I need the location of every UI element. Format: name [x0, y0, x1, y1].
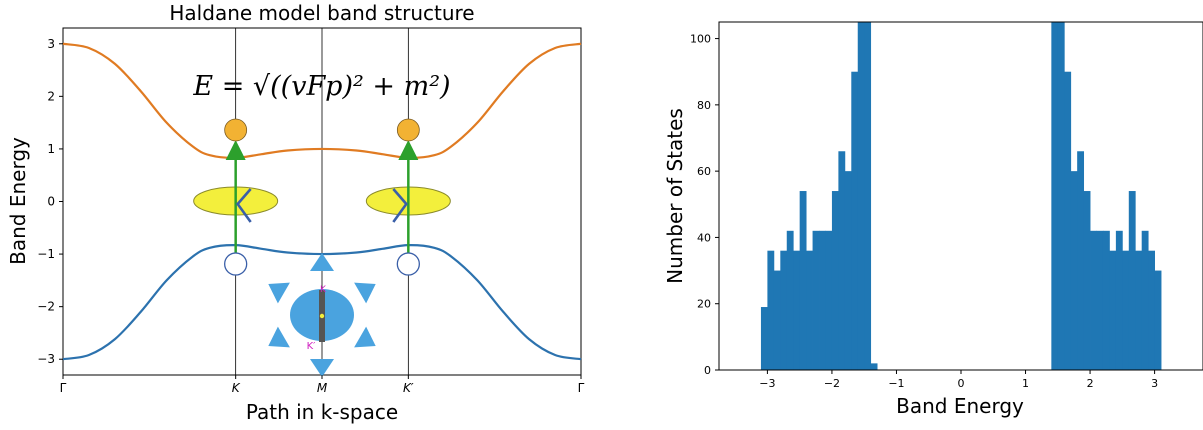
histogram-y-tick-label: 80: [697, 99, 711, 112]
histogram-bar: [1064, 71, 1072, 370]
band-x-tick-label: Γ: [60, 381, 67, 395]
band-y-axis-label: Band Energy: [6, 137, 30, 265]
band-x-tick-label: M: [317, 381, 328, 395]
band-chart-title: Haldane model band structure: [169, 1, 474, 25]
histogram-x-tick-label: −1: [888, 377, 904, 390]
band-y-tick-label: 0: [47, 195, 55, 209]
histogram-bars: [760, 22, 1162, 370]
band-y-tick-label: −2: [37, 300, 55, 314]
histogram-bar: [844, 171, 852, 370]
band-structure-chart: Haldane model band structure K K′ −3 −2 −1 0…: [6, 1, 585, 424]
histogram-bar: [1051, 22, 1059, 370]
histogram-bar: [806, 250, 813, 370]
histogram-bar: [1154, 270, 1162, 370]
band-y-tick-label: 2: [47, 89, 55, 103]
histogram-bar: [1070, 171, 1078, 370]
histogram-y-tick-label: 40: [697, 231, 711, 244]
histogram-bar: [1128, 191, 1136, 370]
histogram-x-tick-label: −2: [824, 377, 840, 390]
band-annotations: K K′: [193, 118, 451, 377]
density-of-states-histogram: 0 20 40 60 80 100 −3 −2 −1 0 1 2 3 Band Energy Numb…: [663, 21, 1203, 418]
histogram-bar: [838, 151, 846, 370]
brillouin-valley-insert: K K′: [268, 253, 376, 377]
star-ray: [268, 326, 290, 348]
band-y-tick-label: −1: [37, 247, 55, 261]
valley-Kprime-annotation: [365, 118, 451, 276]
histogram-bar: [1115, 230, 1123, 370]
valley-label-Kprime: K′: [307, 341, 317, 352]
histogram-x-ticks: −3 −2 −1 0 1 2 3: [759, 370, 1158, 390]
histogram-bar: [1096, 230, 1104, 370]
histogram-x-tick-label: 3: [1151, 377, 1158, 390]
band-y-tick-label: 1: [47, 142, 55, 156]
histogram-bar: [767, 250, 775, 370]
dispersion-formula: E = √((vFp)² + m²): [192, 71, 450, 102]
histogram-bar: [831, 191, 839, 370]
histogram-bar: [1077, 151, 1085, 370]
star-ray: [354, 282, 376, 304]
band-x-tick-label: K: [232, 381, 241, 395]
histogram-x-tick-label: 2: [1087, 377, 1094, 390]
histogram-y-tick-label: 60: [697, 165, 711, 178]
histogram-bar: [812, 230, 820, 370]
filled-conduction-state: [396, 118, 420, 142]
histogram-y-tick-label: 0: [704, 364, 711, 377]
histogram-bar: [1090, 230, 1097, 370]
histogram-bar: [1102, 230, 1110, 370]
dirac-cone-marker: [392, 188, 408, 223]
histogram-bar: [793, 250, 801, 370]
histogram-bar: [786, 230, 794, 370]
filled-conduction-state: [224, 118, 248, 142]
histogram-bar: [1135, 250, 1143, 370]
histogram-bar: [857, 22, 865, 370]
empty-valence-state: [224, 252, 248, 276]
histogram-bar: [864, 22, 872, 370]
histogram-bar: [825, 230, 833, 370]
empty-valence-state: [396, 252, 420, 276]
histogram-x-tick-label: −3: [759, 377, 775, 390]
histogram-bar: [1148, 250, 1155, 370]
histogram-y-ticks: 0 20 40 60 80 100: [690, 33, 719, 377]
histogram-bar: [760, 307, 768, 370]
histogram-y-axis-label: Number of States: [663, 108, 687, 284]
histogram-y-tick-label: 20: [697, 298, 711, 311]
band-x-tick-label: Γ: [578, 381, 585, 395]
band-plot-area: K K′ −3 −2 −1 0 1 2 3 Γ K M K′ Γ: [37, 27, 585, 395]
band-y-ticks: −3 −2 −1 0 1 2 3: [37, 37, 63, 366]
band-x-tick-label: K′: [403, 381, 414, 395]
star-ray: [268, 282, 290, 304]
star-ray: [310, 359, 334, 377]
band-x-ticks: Γ K M K′ Γ: [60, 375, 585, 395]
histogram-x-axis-label: Band Energy: [896, 394, 1024, 418]
histogram-plot-area: 0 20 40 60 80 100 −3 −2 −1 0 1 2 3: [690, 21, 1203, 390]
histogram-x-tick-label: 0: [958, 377, 965, 390]
histogram-y-tick-label: 100: [690, 33, 711, 46]
dirac-cone-marker: [236, 188, 252, 223]
valley-dot: [319, 313, 325, 319]
histogram-bar: [870, 363, 878, 370]
histogram-bar: [1122, 250, 1130, 370]
histogram-bar: [819, 230, 826, 370]
star-ray: [310, 253, 334, 271]
histogram-bar: [799, 191, 807, 370]
band-y-tick-label: −3: [37, 352, 55, 366]
histogram-bar: [1083, 191, 1091, 370]
histogram-bar: [851, 71, 859, 370]
histogram-bar: [1057, 22, 1065, 370]
band-x-axis-label: Path in k-space: [246, 400, 398, 424]
band-y-tick-label: 3: [47, 37, 55, 51]
histogram-x-tick-label: 1: [1022, 377, 1029, 390]
star-ray: [354, 326, 376, 348]
valley-K-annotation: [193, 118, 279, 276]
conduction-band-line: [62, 42, 582, 159]
valley-label-K: K: [320, 285, 327, 295]
histogram-bar: [773, 270, 781, 370]
histogram-bar: [1141, 230, 1149, 370]
histogram-bar: [1109, 250, 1117, 370]
histogram-bar: [780, 250, 788, 370]
